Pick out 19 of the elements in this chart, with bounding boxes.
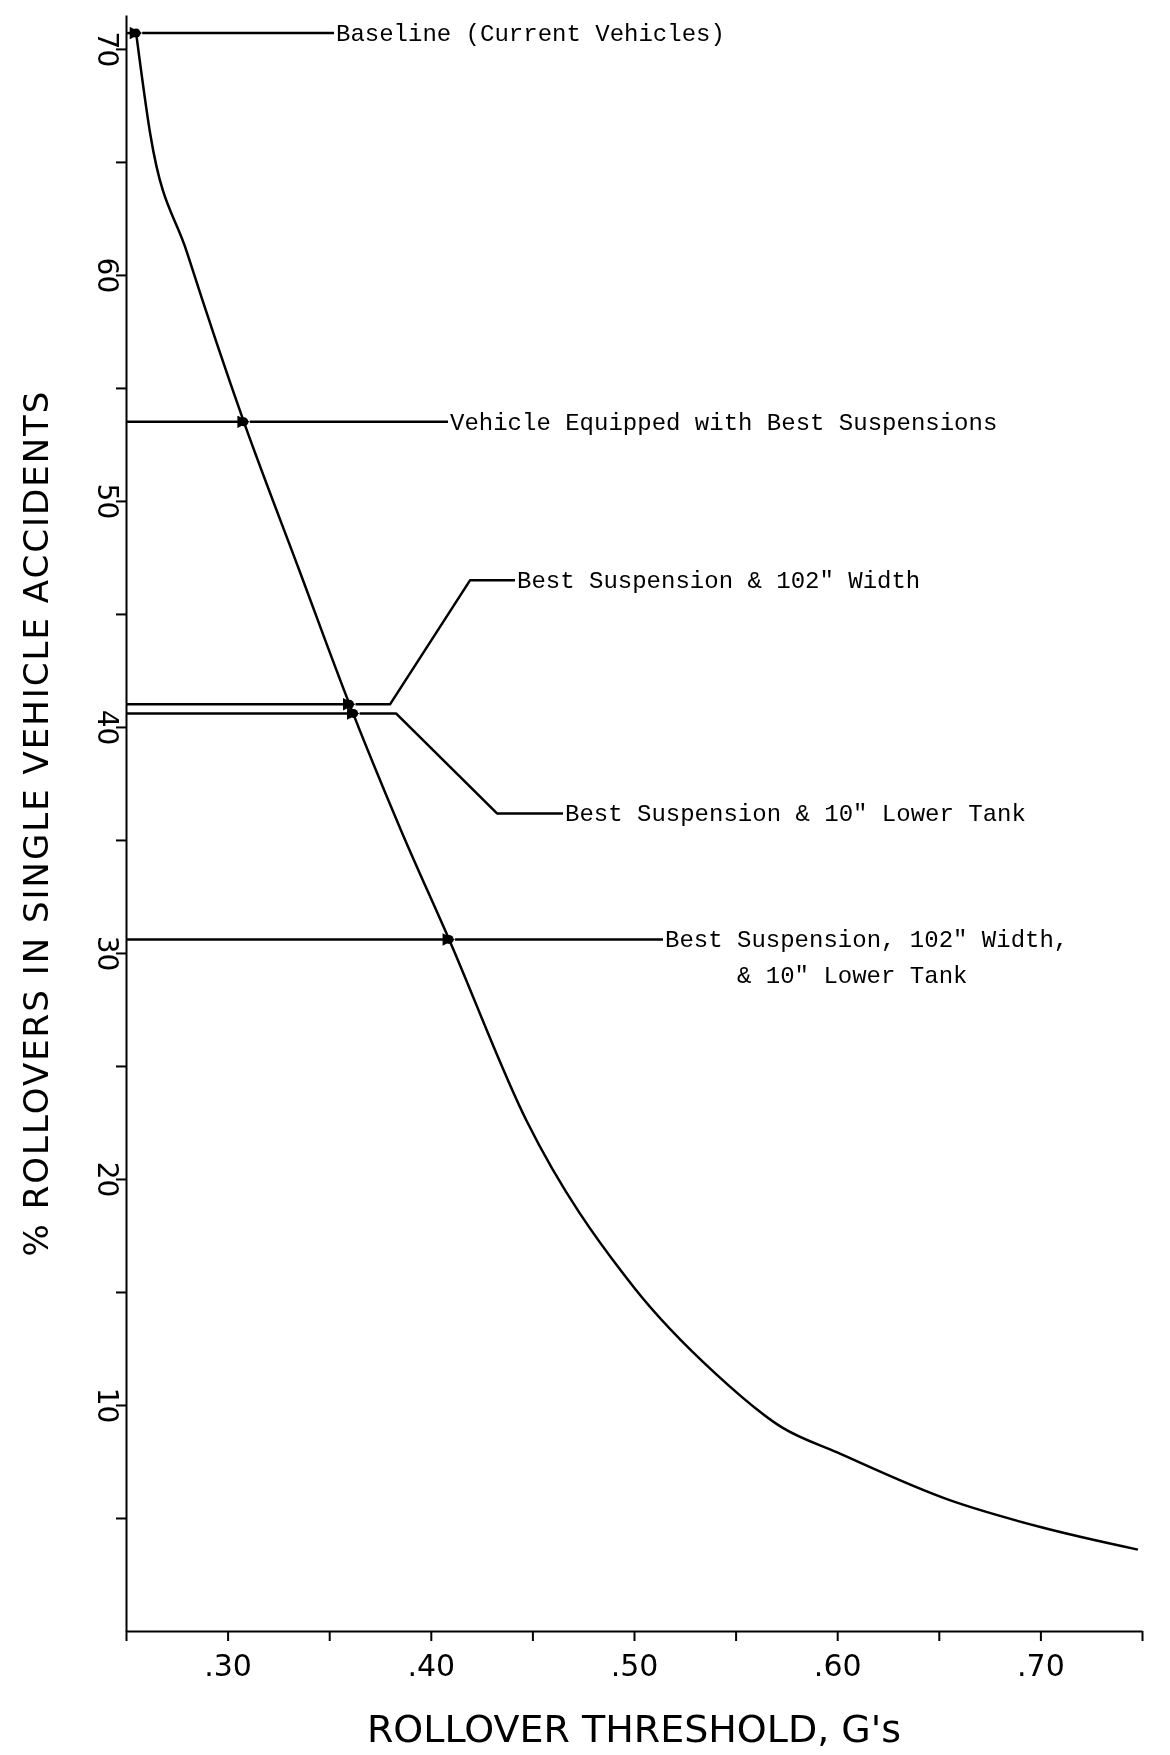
y-tick-label: 60 bbox=[91, 257, 124, 294]
y-axis-title: % ROLLOVERS IN SINGLE VEHICLE ACCIDENTS bbox=[16, 389, 56, 1257]
y-tick-label: 40 bbox=[91, 709, 124, 746]
annotation: Baseline (Current Vehicles) bbox=[336, 21, 725, 49]
y-tick-label: 50 bbox=[91, 483, 124, 520]
x-tick-label: .70 bbox=[1017, 1648, 1065, 1683]
y-tick-label: 20 bbox=[91, 1161, 124, 1198]
annotation: Best Suspension, 102" Width, & 10" Lower Tank bbox=[665, 927, 1069, 991]
annotation: Best Suspension & 10" Lower Tank bbox=[565, 801, 1026, 829]
x-tick-label: .40 bbox=[407, 1648, 456, 1683]
x-tick-label: .50 bbox=[610, 1648, 659, 1683]
x-axis-title: ROLLOVER THRESHOLD, G's bbox=[366, 1707, 902, 1751]
annotation: Vehicle Equipped with Best Suspensions bbox=[450, 409, 998, 437]
y-tick-label: 10 bbox=[91, 1387, 124, 1424]
x-tick-label: .60 bbox=[813, 1648, 862, 1683]
y-tick-label: 30 bbox=[91, 935, 124, 972]
y-tick-label: 70 bbox=[91, 31, 124, 68]
x-tick-label: .30 bbox=[204, 1648, 252, 1683]
annotation: Best Suspension & 102" Width bbox=[517, 568, 921, 596]
